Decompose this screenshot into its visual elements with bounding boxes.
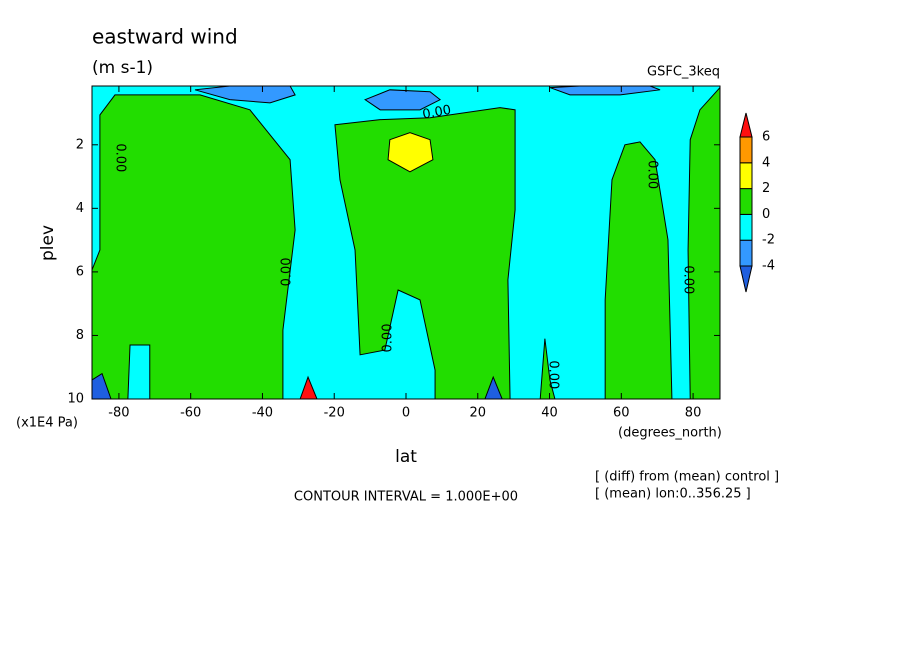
contour-label: 0.00	[381, 324, 396, 353]
contour-region	[364, 89, 442, 111]
y-tick-label: 4	[76, 201, 84, 216]
colorbar-box	[739, 188, 753, 215]
x-tick-label: 20	[469, 406, 486, 421]
chart-subtitle: (m s-1)	[92, 58, 153, 78]
x-tick-label: 60	[613, 406, 630, 421]
contour-label: 0.00	[279, 257, 294, 286]
note: [ (mean) lon:0..356.25 ]	[595, 487, 751, 502]
colorbar-arrow	[739, 112, 753, 138]
x-tick-label: -20	[324, 406, 345, 421]
colorbar-box	[739, 239, 753, 267]
colorbar-label: 4	[762, 155, 770, 170]
contour-region	[387, 132, 434, 173]
y-tick-label: 2	[76, 137, 84, 152]
x-tick-label: -80	[108, 406, 129, 421]
contour-label: 0.00	[546, 360, 561, 389]
source-label: GSFC_3keq	[647, 65, 720, 80]
x-tick-label: -40	[252, 406, 273, 421]
contour-label: 0.00	[112, 143, 127, 172]
y-tick-label: 6	[76, 264, 84, 279]
y-tick-label: 10	[67, 392, 84, 407]
x-tick-label: 40	[541, 406, 558, 421]
y-units: (x1E4 Pa)	[16, 416, 78, 431]
colorbar-label: -4	[762, 259, 775, 274]
chart-title: eastward wind	[92, 25, 238, 49]
contour-label: 0.00	[681, 265, 696, 294]
colorbar-box	[739, 136, 753, 164]
contour-region	[687, 86, 721, 400]
x-axis-label: lat	[395, 447, 417, 467]
contour-region	[604, 141, 673, 400]
colorbar-arrow	[739, 265, 753, 293]
y-tick-label: 8	[76, 328, 84, 343]
y-axis-label: plev	[38, 225, 58, 261]
x-tick-label: -60	[180, 406, 201, 421]
note: [ (diff) from (mean) control ]	[595, 470, 779, 485]
colorbar-box	[739, 213, 753, 241]
colorbar-label: 0	[762, 207, 770, 222]
colorbar-label: 6	[762, 130, 770, 145]
contour-label: 0.00	[645, 160, 660, 189]
footer: CONTOUR INTERVAL = 1.000E+00	[294, 490, 518, 505]
x-tick-label: 0	[402, 406, 410, 421]
colorbar-label: -2	[762, 233, 775, 248]
contour-label: 0.00	[421, 103, 452, 123]
x-tick-label: 80	[685, 406, 702, 421]
colorbar-label: 2	[762, 181, 770, 196]
x-units: (degrees_north)	[618, 426, 722, 441]
colorbar-box	[739, 162, 753, 190]
contour-region	[91, 94, 296, 400]
